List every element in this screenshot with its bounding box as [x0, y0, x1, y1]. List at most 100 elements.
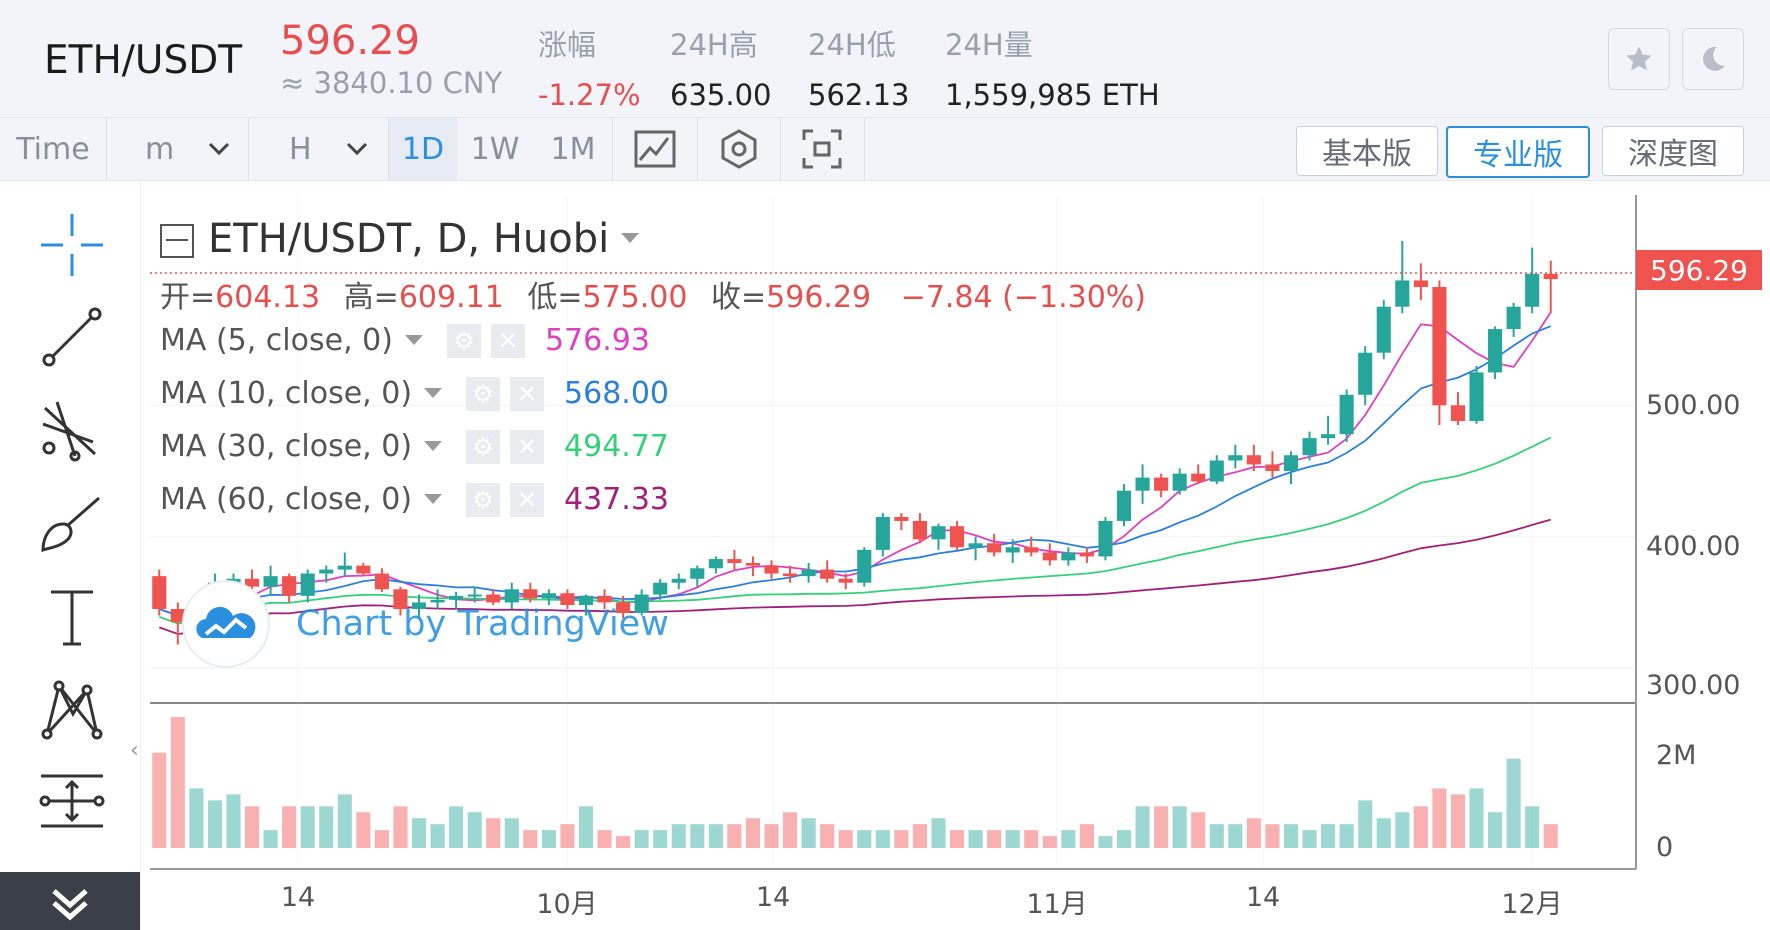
depth-chart-button[interactable]: 深度图 — [1602, 126, 1744, 176]
candle-body — [504, 589, 519, 603]
price-chart[interactable] — [0, 181, 1770, 930]
interval-1d-button[interactable]: 1D — [389, 118, 457, 180]
hour-dropdown[interactable]: H — [249, 118, 387, 180]
close-icon[interactable]: ✕ — [490, 323, 525, 358]
candle-body — [820, 569, 835, 579]
brush-tool[interactable] — [30, 481, 114, 565]
volume-bar — [449, 806, 464, 848]
interval-1m-button[interactable]: 1M — [550, 131, 596, 167]
volume-bar — [1024, 830, 1039, 848]
caret-down-icon[interactable] — [404, 334, 423, 347]
basic-version-button[interactable]: 基本版 — [1296, 126, 1438, 176]
grid-lines — [150, 195, 1636, 869]
open-label: 开= — [160, 280, 216, 315]
volume-bar — [1098, 836, 1113, 848]
close-icon[interactable]: ✕ — [510, 376, 545, 411]
gear-icon[interactable]: ⚙ — [446, 323, 481, 358]
low-value: 575.00 — [582, 280, 688, 315]
candle-body — [1116, 490, 1132, 521]
measure-tool[interactable] — [30, 759, 114, 843]
close-icon[interactable]: ✕ — [510, 429, 545, 464]
scroll-left-icon[interactable]: ‹ — [130, 738, 139, 763]
collapse-legend-icon[interactable] — [160, 224, 194, 258]
indicators-button[interactable] — [698, 118, 780, 180]
caret-down-icon[interactable] — [424, 387, 443, 400]
screenshot-button[interactable] — [781, 118, 863, 180]
candle-body — [949, 526, 965, 548]
candle-body — [1488, 329, 1503, 373]
minute-label: m — [145, 131, 175, 167]
gear-icon[interactable]: ⚙ — [466, 482, 501, 517]
volume-bar — [1302, 830, 1317, 848]
volume-bar — [374, 830, 389, 848]
pitchfork-tool[interactable] — [30, 389, 114, 473]
volume-bar — [1172, 806, 1187, 848]
gear-icon[interactable]: ⚙ — [466, 429, 501, 464]
candle-body — [541, 593, 556, 599]
volume-bar — [894, 830, 909, 848]
volume-bar — [170, 716, 185, 848]
candlesticks — [152, 241, 1558, 645]
text-tool[interactable] — [30, 575, 114, 659]
gear-icon[interactable]: ⚙ — [466, 376, 501, 411]
candle-body — [1079, 552, 1094, 557]
volume-bar — [1543, 824, 1558, 848]
ma-row-10: MA (10, close, 0) ⚙ ✕ 568.00 — [160, 376, 669, 411]
chart-toolbar: Time m H 1D 1W 1M 基本版 专业版 深度图 — [0, 118, 1770, 181]
chart-style-button[interactable] — [613, 118, 697, 180]
cny-price: ≈ 3840.10 CNY — [280, 66, 503, 100]
symbol-title: ETH/USDT, D, Huobi — [208, 216, 610, 262]
volume-bar — [467, 812, 482, 848]
volume-bar — [1469, 788, 1484, 848]
volume-bar — [912, 824, 927, 848]
x-tick-label: 12月 — [1501, 889, 1563, 920]
volume-bar — [263, 830, 278, 848]
volume-bar — [1339, 824, 1354, 848]
ma-value: 494.77 — [564, 429, 670, 464]
volume-bar — [987, 830, 1002, 848]
candle-body — [653, 582, 668, 595]
caret-down-icon[interactable] — [621, 233, 640, 245]
volume-bar — [1042, 836, 1057, 848]
close-icon[interactable]: ✕ — [510, 482, 545, 517]
y-tick-label: 500.00 — [1646, 390, 1741, 421]
time-button[interactable]: Time — [16, 131, 90, 167]
x-tick-label: 14 — [755, 882, 791, 913]
volume-bar — [1209, 824, 1224, 848]
caret-down-icon[interactable] — [424, 493, 443, 506]
volume-bar — [1246, 818, 1261, 848]
candle-body — [282, 576, 297, 596]
candle-body — [1061, 552, 1076, 561]
ma30-line — [158, 436, 1552, 625]
crosshair-icon — [41, 214, 103, 276]
volume-bar — [560, 824, 575, 848]
open-value: 604.13 — [215, 280, 321, 315]
candle-body — [968, 543, 983, 548]
volume-bar — [356, 812, 371, 848]
volume-bar — [1506, 758, 1521, 848]
volume-bar — [1135, 806, 1150, 848]
interval-1w-button[interactable]: 1W — [470, 131, 520, 167]
volume-bar — [393, 806, 408, 848]
brush-icon — [41, 496, 100, 553]
caret-down-icon[interactable] — [424, 440, 443, 453]
ma-row-30: MA (30, close, 0) ⚙ ✕ 494.77 — [160, 429, 669, 464]
stat-label: 涨幅 — [538, 28, 597, 62]
crosshair-tool[interactable] — [30, 203, 114, 287]
collapse-toolbar-button[interactable] — [0, 872, 140, 930]
theme-toggle-button[interactable] — [1682, 28, 1744, 90]
candle-body — [838, 578, 853, 583]
volume-bar — [282, 806, 297, 848]
minute-dropdown[interactable]: m — [107, 118, 247, 180]
volume-bar — [1154, 806, 1169, 848]
favorite-button[interactable] — [1608, 28, 1670, 90]
pro-version-button[interactable]: 专业版 — [1446, 126, 1590, 178]
high-label: 高= — [343, 280, 399, 315]
pattern-tool[interactable] — [30, 667, 114, 751]
candle-body — [1154, 477, 1169, 491]
line-chart-icon — [634, 130, 676, 168]
volume-bar — [1005, 830, 1020, 848]
volume-bar — [597, 830, 612, 848]
trendline-tool[interactable] — [30, 295, 114, 379]
pitchfork-icon — [42, 401, 97, 462]
